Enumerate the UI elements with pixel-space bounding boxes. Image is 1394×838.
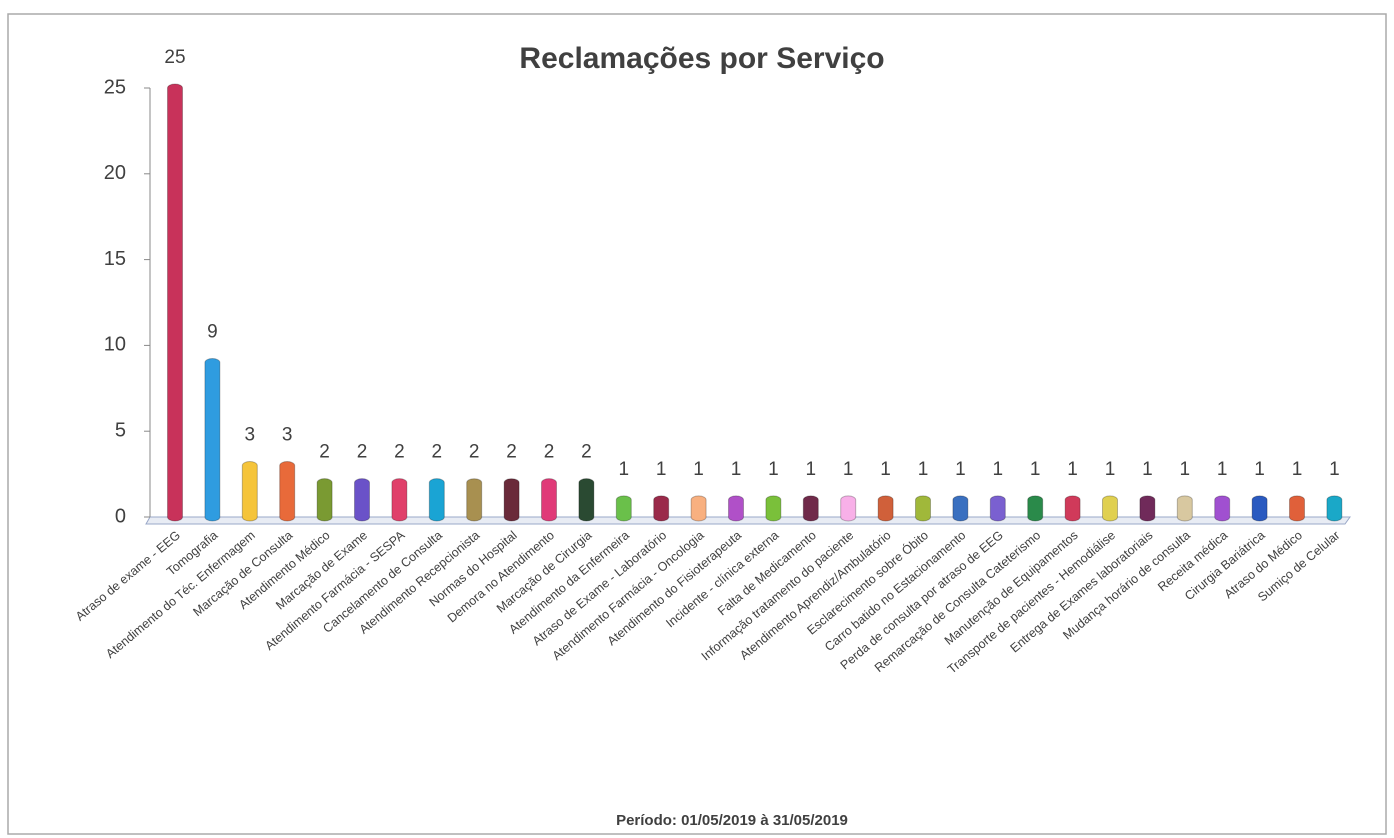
bar <box>354 478 370 522</box>
bar <box>541 478 557 522</box>
value-label: 2 <box>319 442 330 463</box>
y-tick-label: 20 <box>104 162 126 184</box>
value-label: 3 <box>245 425 256 446</box>
bar <box>1102 495 1118 522</box>
bar <box>428 478 445 522</box>
bar <box>728 495 744 522</box>
x-tick-label: Atendimento do Téc. Enfermagem <box>103 528 258 661</box>
value-label: 25 <box>164 47 185 68</box>
y-tick-label: 25 <box>104 76 126 98</box>
bar <box>1251 495 1268 522</box>
value-label: 1 <box>918 459 929 480</box>
y-tick-label: 0 <box>115 505 126 527</box>
value-label: 1 <box>806 459 817 480</box>
value-label: 3 <box>282 425 293 446</box>
bar <box>802 495 819 522</box>
chart-title: Reclamações por Serviço <box>519 42 884 75</box>
value-label: 2 <box>394 442 405 463</box>
bar <box>1176 495 1193 522</box>
value-label: 1 <box>619 459 630 480</box>
value-label: 1 <box>1180 459 1191 480</box>
value-label: 1 <box>1105 459 1116 480</box>
value-label: 1 <box>656 459 667 480</box>
value-label: 1 <box>955 459 966 480</box>
bar <box>877 495 894 522</box>
bar <box>952 495 969 522</box>
bar <box>840 495 857 522</box>
bar <box>1139 495 1156 522</box>
value-label: 1 <box>993 459 1004 480</box>
bar <box>1027 495 1044 522</box>
bar <box>765 495 782 522</box>
value-label: 1 <box>1292 459 1303 480</box>
floor <box>145 516 1351 525</box>
value-label: 1 <box>1030 459 1041 480</box>
value-label: 1 <box>1142 459 1153 480</box>
value-label: 2 <box>544 442 555 463</box>
bar <box>503 478 520 522</box>
value-label: 1 <box>1254 459 1265 480</box>
value-label: 1 <box>768 459 779 480</box>
bar <box>915 495 931 522</box>
value-label: 2 <box>469 442 480 463</box>
bar <box>615 495 632 522</box>
y-tick-label: 10 <box>104 334 126 356</box>
chart-subtitle: Período: 01/05/2019 à 31/05/2019 <box>616 812 848 829</box>
y-tick-label: 5 <box>115 419 126 441</box>
bar <box>316 478 333 522</box>
bar <box>989 495 1006 522</box>
value-label: 2 <box>506 442 517 463</box>
value-label: 2 <box>357 442 368 463</box>
bar <box>466 478 483 522</box>
bar <box>578 478 595 522</box>
bar <box>167 83 183 522</box>
bar <box>1326 495 1343 522</box>
bar <box>391 478 408 522</box>
bar <box>1214 495 1231 522</box>
value-label: 1 <box>1217 459 1228 480</box>
value-label: 1 <box>1067 459 1078 480</box>
bar <box>1289 495 1305 522</box>
bar <box>241 461 258 522</box>
value-label: 1 <box>880 459 891 480</box>
bar <box>1064 495 1081 522</box>
value-label: 1 <box>731 459 742 480</box>
y-tick-label: 15 <box>104 248 126 270</box>
bar <box>204 358 221 522</box>
bar <box>690 495 707 522</box>
value-label: 9 <box>207 322 218 343</box>
bar <box>279 461 296 522</box>
bar <box>653 495 670 522</box>
value-label: 1 <box>1329 459 1340 480</box>
value-label: 1 <box>693 459 704 480</box>
chart-frame <box>7 13 1387 835</box>
value-label: 2 <box>432 442 443 463</box>
value-label: 2 <box>581 442 592 463</box>
value-label: 1 <box>843 459 854 480</box>
